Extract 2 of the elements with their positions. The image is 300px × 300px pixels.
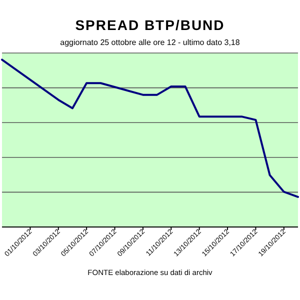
chart-title: SPREAD BTP/BUND bbox=[75, 17, 225, 33]
chart-subtitle: aggiornato 25 ottobre alle ore 12 - ultimo dato 3,18 bbox=[60, 38, 240, 47]
